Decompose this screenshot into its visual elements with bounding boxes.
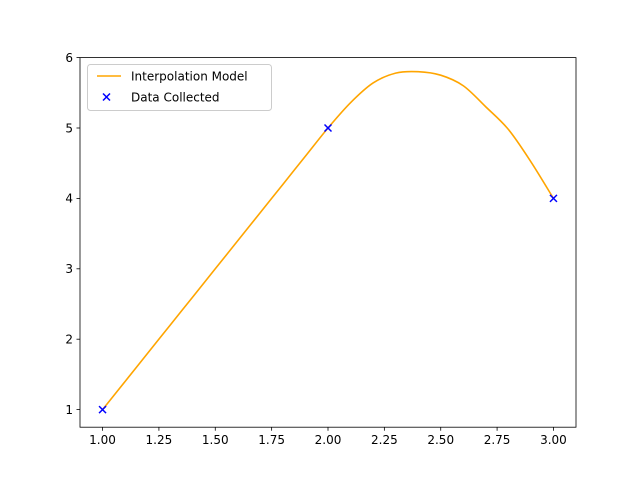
axes-layer: 1.00 1.25 1.50 1.75 2.00 2.25 2.50 2.75 3.00 1 2 3 4… <box>65 51 577 447</box>
x-tick-label: 1.75 <box>258 433 285 447</box>
x-tick-label: 2.50 <box>427 433 454 447</box>
plot-area <box>80 57 576 428</box>
legend-marker-swatch <box>102 92 111 102</box>
x-tick-label: 2.25 <box>371 433 398 447</box>
x-tick-label: 1.50 <box>202 433 229 447</box>
legend: Interpolation Model Data Collected <box>87 64 272 111</box>
y-tick-label: 2 <box>65 333 73 347</box>
marker-stroke <box>549 194 558 203</box>
series-layer <box>98 70 558 414</box>
y-tick-label: 6 <box>65 51 73 65</box>
x-tick-label: 1.25 <box>146 433 173 447</box>
x-tick-label: 3.00 <box>540 433 567 447</box>
x-tick-label: 2.00 <box>315 433 342 447</box>
x-tick-label: 1.00 <box>89 433 116 447</box>
legend-box <box>87 64 272 111</box>
y-tick-label: 1 <box>65 403 73 417</box>
data-point-marker <box>323 123 333 133</box>
data-point-marker <box>98 405 107 414</box>
y-tick-label: 3 <box>65 262 73 276</box>
marker-stroke <box>323 123 333 133</box>
legend-label: Data Collected <box>131 90 220 104</box>
y-tick-label: 4 <box>65 192 73 206</box>
legend-label: Interpolation Model <box>131 69 248 83</box>
x-tick-label: 2.75 <box>484 433 511 447</box>
data-point-marker <box>549 194 558 203</box>
marker-stroke <box>98 405 107 414</box>
y-tick-label: 5 <box>65 121 73 135</box>
